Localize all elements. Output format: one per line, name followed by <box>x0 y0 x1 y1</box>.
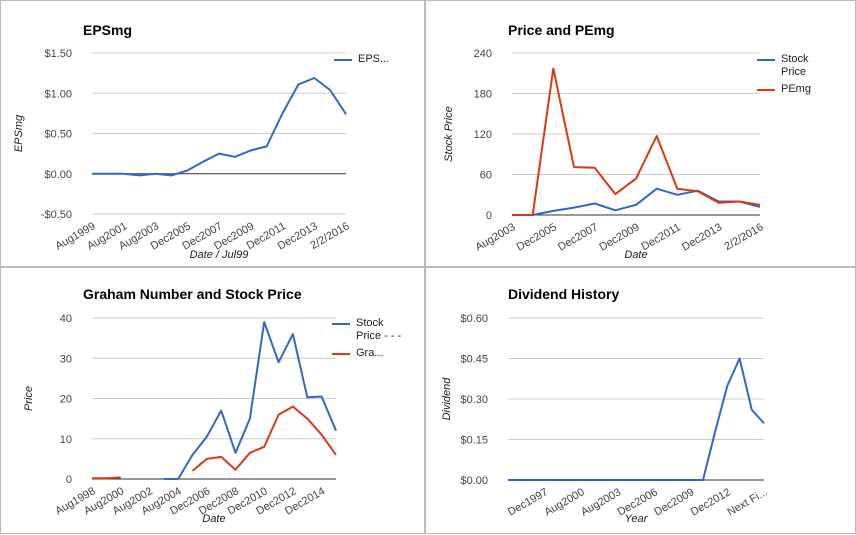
y-tick-label: 20 <box>60 394 72 406</box>
legend-label: Stock Price - - - <box>356 317 402 342</box>
y-tick-label: $0.50 <box>44 129 72 141</box>
legend-swatch <box>334 59 352 61</box>
legend-label: Stock Price <box>781 53 809 78</box>
x-axis-title: Year <box>625 513 649 525</box>
data-line <box>508 357 765 481</box>
panel-border <box>0 267 425 534</box>
y-tick-label: 120 <box>474 129 492 141</box>
data-line <box>92 405 337 480</box>
legend-swatch <box>757 89 775 91</box>
y-axis-title: EPSmg <box>13 114 25 152</box>
y-tick-label: 40 <box>60 313 72 325</box>
legend-label: PEmg <box>781 83 811 95</box>
x-tick-label: Dec2007 <box>556 221 600 253</box>
legend-label: EPS... <box>358 53 390 65</box>
y-tick-label: $0.30 <box>460 394 488 406</box>
y-tick-label: 0 <box>486 210 492 222</box>
x-tick-label: Dec1997 <box>506 486 550 518</box>
y-tick-label: 240 <box>474 48 492 60</box>
data-line <box>512 187 761 216</box>
y-tick-label: $0.60 <box>460 313 488 325</box>
x-axis-title: Date <box>624 249 647 261</box>
x-tick-label: Dec2011 <box>639 221 682 253</box>
y-axis-title: Dividend <box>441 377 453 421</box>
y-tick-label: 60 <box>480 170 492 182</box>
y-tick-label: 30 <box>60 353 72 365</box>
x-tick-label: Aug2003 <box>473 221 517 253</box>
y-tick-label: -$0.50 <box>41 209 72 221</box>
y-tick-label: $0.45 <box>460 354 488 366</box>
chart-title: Price and PEmg <box>508 22 615 38</box>
x-tick-label: Aug2000 <box>542 486 586 518</box>
x-tick-label: Aug2003 <box>579 486 623 518</box>
x-tick-label: Dec2013 <box>680 221 724 253</box>
chart-title: Graham Number and Stock Price <box>83 286 302 302</box>
legend-swatch <box>332 323 350 325</box>
legend-label: Gra... <box>356 347 384 359</box>
data-line <box>92 77 347 177</box>
chart-title: Dividend History <box>508 286 619 302</box>
y-tick-label: 0 <box>66 474 72 486</box>
x-tick-label: Dec2009 <box>652 486 696 518</box>
panel-border <box>0 0 425 267</box>
y-tick-label: $1.50 <box>44 48 72 60</box>
y-tick-label: $0.00 <box>460 475 488 487</box>
chart-title: EPSmg <box>83 22 132 38</box>
x-tick-label: Dec2012 <box>689 486 733 518</box>
legend-swatch <box>332 353 350 355</box>
x-tick-label: 2/2/2016 <box>722 221 765 253</box>
x-axis-title: Date <box>202 513 225 525</box>
data-line <box>512 67 761 216</box>
x-tick-label: Next Fi... <box>725 486 769 518</box>
data-line <box>163 321 337 480</box>
y-tick-label: 10 <box>60 434 72 446</box>
y-tick-label: $0.00 <box>44 169 72 181</box>
y-axis-title: Stock Price <box>443 106 455 162</box>
x-tick-label: Dec2005 <box>515 221 559 253</box>
y-tick-label: $0.15 <box>460 435 488 447</box>
y-axis-title: Price <box>23 386 35 411</box>
y-tick-label: 180 <box>474 89 492 101</box>
x-axis-title: Date / Jul99 <box>190 249 249 261</box>
y-tick-label: $1.00 <box>44 88 72 100</box>
legend-swatch <box>757 59 775 61</box>
